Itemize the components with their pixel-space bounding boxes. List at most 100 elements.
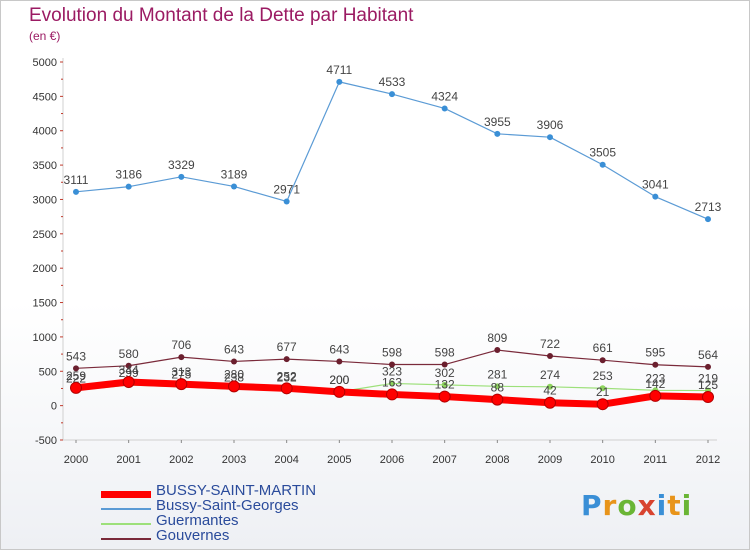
legend-label: Gouvernes <box>156 527 230 544</box>
data-label: 238 <box>224 370 244 384</box>
data-point <box>652 193 659 200</box>
data-point <box>228 380 240 393</box>
legend-label: Guermantes <box>156 512 239 529</box>
data-point <box>389 91 395 98</box>
data-label: 643 <box>224 342 244 356</box>
logo-letter: t <box>667 489 682 522</box>
data-point <box>73 188 79 195</box>
data-label: 344 <box>119 363 139 377</box>
y-tick-label: 3500 <box>33 160 57 172</box>
data-point <box>491 393 504 406</box>
data-label: 3111 <box>64 173 89 187</box>
y-tick-label: 0 <box>51 401 57 413</box>
data-label: 252 <box>277 369 297 383</box>
data-label: 200 <box>329 373 349 387</box>
x-tick-label: 2008 <box>485 454 509 466</box>
data-point <box>702 391 714 404</box>
data-point <box>652 361 659 368</box>
data-label: 42 <box>543 384 557 398</box>
data-label: 809 <box>487 331 507 345</box>
data-label: 4324 <box>431 89 458 103</box>
y-tick-label: 500 <box>39 366 57 378</box>
data-point <box>599 161 606 168</box>
data-point <box>73 365 79 372</box>
data-point <box>386 388 398 401</box>
x-tick-label: 2002 <box>169 454 193 466</box>
data-point <box>125 362 132 369</box>
data-label: 232 <box>277 371 297 385</box>
x-tick-label: 2006 <box>380 454 404 466</box>
data-label: 3505 <box>589 146 616 160</box>
data-label: 21 <box>596 385 610 399</box>
x-tick-label: 2010 <box>590 454 614 466</box>
data-point <box>336 78 343 85</box>
data-point <box>333 385 346 398</box>
data-label: 142 <box>645 377 665 391</box>
data-label: 564 <box>698 348 718 362</box>
data-point <box>494 383 501 390</box>
x-tick-label: 2005 <box>327 454 351 466</box>
data-label: 223 <box>645 371 665 385</box>
data-point <box>599 357 606 364</box>
x-tick-label: 2009 <box>538 454 562 466</box>
data-label: 280 <box>224 367 244 381</box>
data-label: 219 <box>698 372 718 386</box>
y-tick-label: 5000 <box>33 57 57 69</box>
data-label: 2713 <box>695 200 722 214</box>
y-tick-label: 2500 <box>33 229 57 241</box>
data-point <box>389 380 395 387</box>
line-chart: 5000450040003500300025002000150010005000… <box>33 57 722 466</box>
data-point <box>547 353 553 360</box>
data-label: 200 <box>329 373 349 387</box>
data-label: 3329 <box>168 158 195 172</box>
data-label: 88 <box>491 381 505 395</box>
data-label: 4533 <box>379 75 406 89</box>
data-point <box>441 105 448 112</box>
data-point <box>175 378 188 391</box>
data-label: 643 <box>329 342 349 356</box>
data-label: 598 <box>435 346 455 360</box>
logo-letter: i <box>681 489 693 522</box>
x-tick-label: 2012 <box>696 454 720 466</box>
data-label: 661 <box>593 341 613 355</box>
data-point <box>547 383 553 390</box>
data-label: 3189 <box>221 167 248 181</box>
data-point <box>649 389 662 402</box>
data-label: 595 <box>645 346 665 360</box>
data-label: 722 <box>540 337 560 351</box>
y-tick-label: 4500 <box>33 91 57 103</box>
data-point <box>178 354 185 361</box>
data-point <box>389 361 395 368</box>
data-label: 253 <box>593 369 613 383</box>
data-label: 163 <box>382 375 402 389</box>
data-point <box>283 198 290 205</box>
y-tick-label: -500 <box>35 435 57 447</box>
data-label: 259 <box>66 369 86 383</box>
data-label: 4711 <box>326 63 352 77</box>
data-point <box>596 398 609 411</box>
data-label: 281 <box>487 367 507 381</box>
chart-title: Evolution du Montant de la Dette par Hab… <box>29 5 414 26</box>
data-label: 274 <box>540 368 560 382</box>
data-point <box>336 358 343 365</box>
data-point <box>231 358 237 365</box>
y-tick-label: 2000 <box>33 263 57 275</box>
data-point <box>125 183 132 190</box>
legend-label: BUSSY-SAINT-MARTIN <box>156 482 317 499</box>
data-label: 598 <box>382 346 402 360</box>
x-tick-label: 2011 <box>644 454 668 466</box>
x-tick-label: 2001 <box>116 454 140 466</box>
data-label: 222 <box>66 371 86 385</box>
legend-swatch <box>101 538 151 540</box>
data-point <box>494 347 501 354</box>
proxiti-logo: Proxiti <box>581 489 692 522</box>
y-tick-label: 4000 <box>33 126 57 138</box>
logo-letter: o <box>617 489 638 522</box>
logo-letter: P <box>581 489 603 522</box>
data-label: 302 <box>435 366 455 380</box>
data-label: 3186 <box>115 168 142 182</box>
data-label: 299 <box>119 366 139 380</box>
x-tick-label: 2004 <box>274 454 298 466</box>
y-tick-label: 1000 <box>33 332 57 344</box>
